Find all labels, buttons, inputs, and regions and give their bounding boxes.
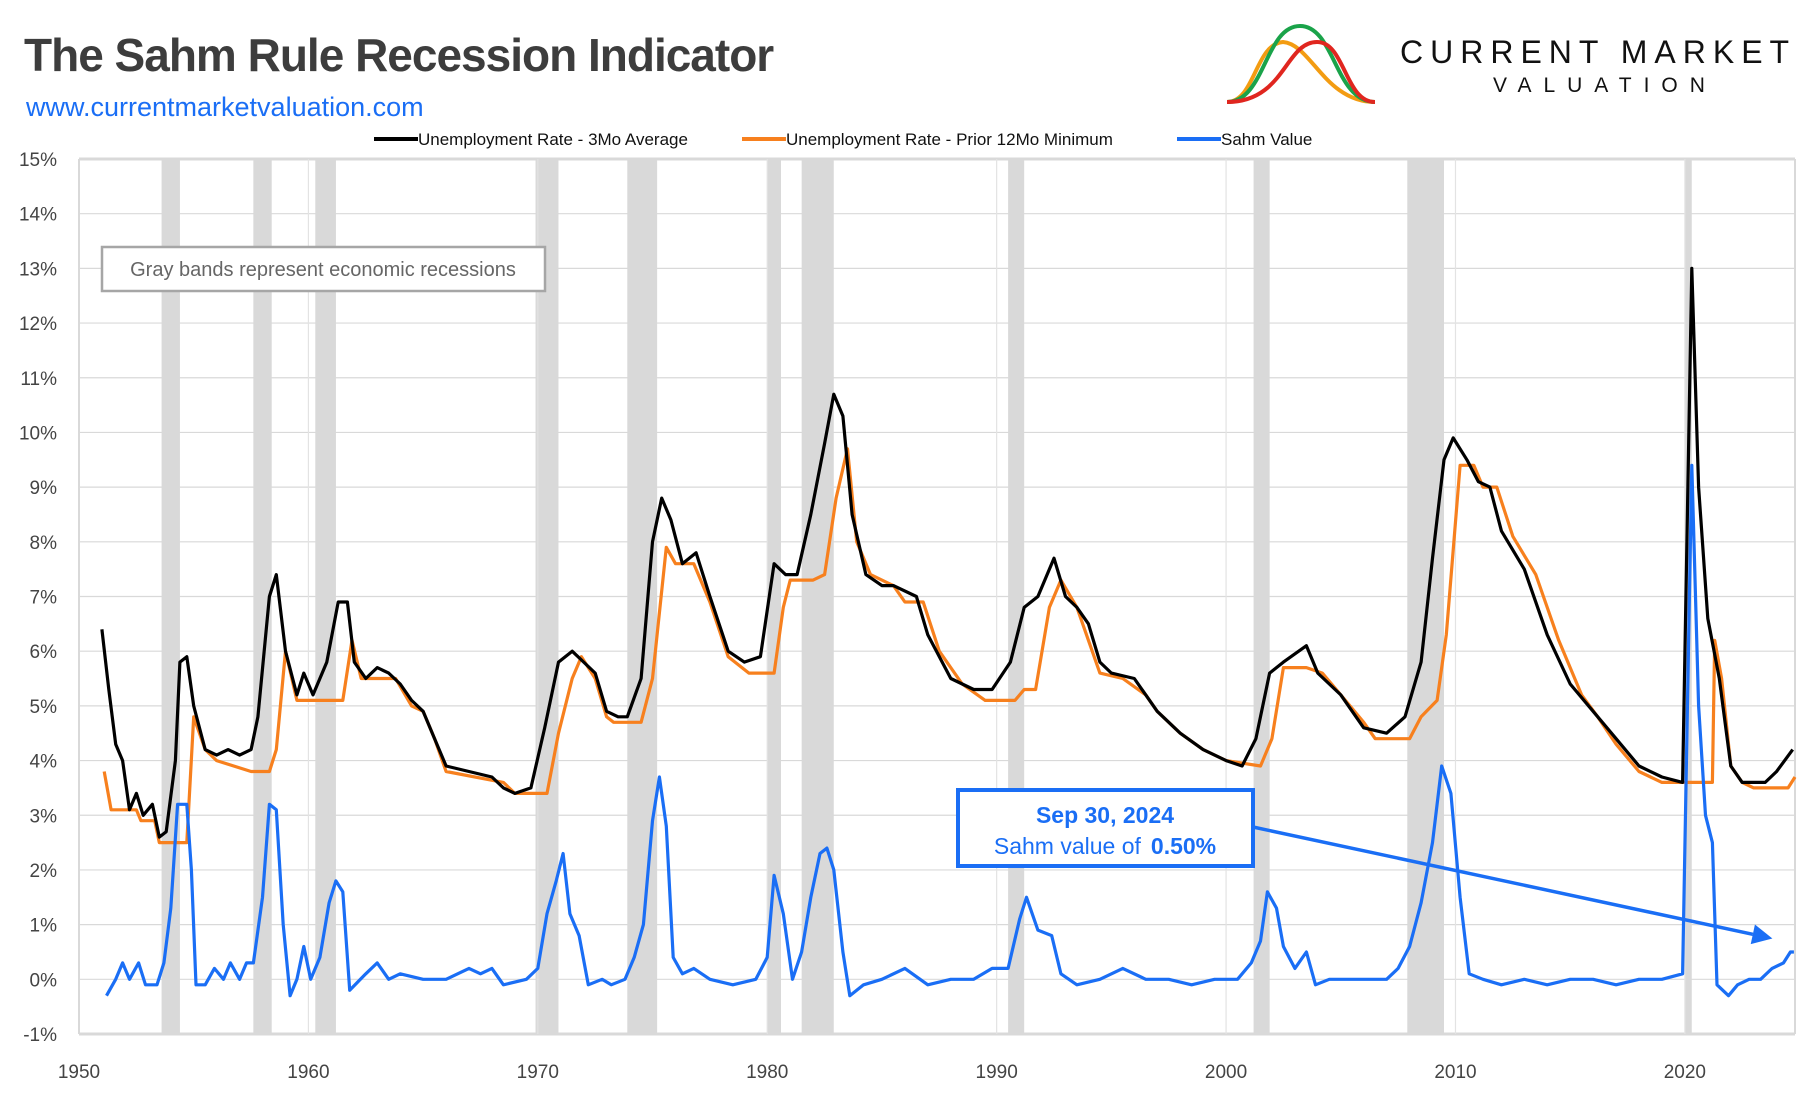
svg-text:Sahm value of0.50%: Sahm value of 0.50% [994,833,1216,859]
y-tick-label: 7% [30,588,58,609]
annotation: Sep 30, 2024 Sahm value of 0.50% [956,788,1773,945]
y-tick-label: 8% [30,533,58,554]
x-tick-label: 2020 [1664,1062,1706,1083]
series-line-0 [100,266,1794,839]
arrow-head-icon [1750,924,1773,945]
y-tick-label: 15% [19,150,57,171]
logo-subtext: VALUATION [1493,74,1717,97]
x-tick-label: 2000 [1205,1062,1247,1083]
annotation-text: Sahm value of [994,833,1142,859]
series-line-1 [102,447,1797,845]
y-tick-label: 11% [20,369,57,390]
annotation-date: Sep 30, 2024 [1036,802,1174,828]
y-tick-label: 13% [19,259,57,280]
recession-note-text: Gray bands represent economic recessions [130,259,516,281]
y-tick-label: 12% [19,314,57,335]
legend-label: Unemployment Rate - 3Mo Average [418,130,688,149]
x-tick-label: 1960 [287,1062,329,1083]
y-tick-label: 1% [30,916,58,937]
chart-title: The Sahm Rule Recession Indicator [24,29,774,81]
y-tick-label: 4% [30,752,58,773]
logo: CURRENT MARKET VALUATION [1225,23,1805,110]
annotation-arrow [1252,825,1754,937]
y-tick-label: 9% [30,478,58,499]
y-tick-label: 6% [30,642,58,663]
y-tick-label: 10% [19,423,57,444]
y-tick-label: 3% [30,806,58,827]
y-tick-label: 2% [30,861,58,882]
y-tick-label: -1% [23,1025,57,1046]
x-tick-label: 1970 [517,1062,559,1083]
logo-text: CURRENT MARKET [1400,34,1797,70]
legend-label: Unemployment Rate - Prior 12Mo Minimum [786,130,1113,149]
series-line-2 [105,463,1794,998]
x-tick-label: 1950 [58,1062,100,1083]
website-link[interactable]: www.currentmarketvaluation.com [26,92,424,122]
y-tick-label: 14% [19,205,57,226]
x-tick-label: 1980 [746,1062,788,1083]
annotation-value: 0.50% [1151,833,1216,859]
x-tick-label: 2010 [1434,1062,1476,1083]
y-tick-label: 5% [30,697,58,718]
logo-curves-icon [1226,23,1376,104]
x-tick-label: 1990 [976,1062,1018,1083]
recession-note: Gray bands represent economic recessions [100,245,547,293]
legend-label: Sahm Value [1221,130,1312,149]
y-tick-label: 0% [30,970,58,991]
